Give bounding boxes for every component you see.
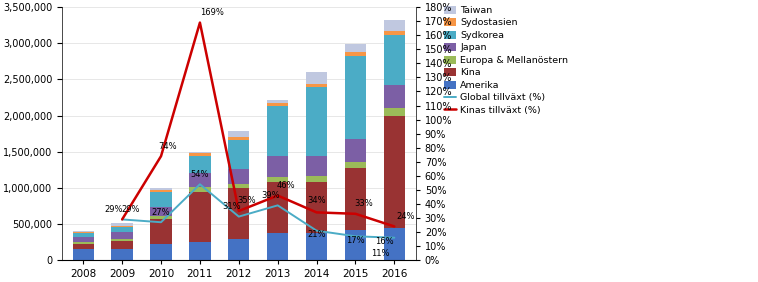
Bar (150, 216, 172, 219)
Bar (306, 233, 327, 260)
Bar (345, 230, 366, 260)
Bar (306, 156, 327, 176)
Bar (384, 85, 405, 108)
Bar (73, 249, 94, 260)
Bar (190, 191, 211, 242)
Text: 29%: 29% (105, 205, 123, 214)
Bar (345, 56, 366, 139)
Bar (190, 153, 211, 156)
Bar (384, 228, 405, 260)
Bar (73, 242, 94, 244)
Bar (190, 152, 211, 153)
Text: 33%: 33% (355, 199, 374, 208)
Bar (345, 168, 366, 230)
Bar (306, 87, 327, 156)
Bar (345, 52, 366, 56)
Bar (228, 137, 249, 140)
Text: 35%: 35% (237, 196, 256, 205)
Text: 29%: 29% (121, 205, 140, 214)
Bar (228, 184, 249, 188)
Bar (384, 108, 405, 116)
Text: 34%: 34% (307, 196, 326, 205)
Bar (384, 31, 405, 35)
Text: 17%: 17% (346, 236, 365, 245)
Bar (190, 242, 211, 260)
Text: 24%: 24% (396, 212, 415, 221)
Bar (73, 232, 94, 233)
Bar (306, 176, 327, 182)
Text: 31%: 31% (223, 202, 241, 211)
Bar (150, 219, 172, 244)
Bar (267, 182, 288, 233)
Bar (111, 227, 133, 232)
Bar (111, 249, 133, 260)
Bar (228, 131, 249, 137)
Bar (384, 116, 405, 228)
Bar (73, 244, 94, 249)
Text: 21%: 21% (307, 230, 326, 239)
Bar (384, 35, 405, 85)
Bar (345, 139, 366, 162)
Bar (306, 72, 327, 84)
Bar (267, 103, 288, 106)
Bar (73, 233, 94, 237)
Bar (111, 226, 133, 227)
Bar (267, 233, 288, 260)
Bar (345, 162, 366, 168)
Bar (150, 190, 172, 192)
Bar (267, 177, 288, 182)
Bar (111, 239, 133, 241)
Bar (345, 44, 366, 52)
Text: 74%: 74% (158, 142, 177, 151)
Bar (190, 173, 211, 187)
Bar (150, 192, 172, 207)
Bar (228, 140, 249, 169)
Bar (111, 223, 133, 226)
Bar (306, 84, 327, 87)
Bar (73, 237, 94, 242)
Bar (267, 106, 288, 157)
Bar (111, 241, 133, 249)
Text: 11%: 11% (371, 249, 390, 258)
Bar (384, 20, 405, 31)
Bar (150, 188, 172, 190)
Bar (150, 207, 172, 216)
Bar (228, 188, 249, 239)
Legend: Taiwan, Sydostasien, Sydkorea, Japan, Europa & Mellanöstern, Kina, Amerika, Glob: Taiwan, Sydostasien, Sydkorea, Japan, Eu… (440, 2, 572, 119)
Bar (150, 244, 172, 260)
Bar (73, 231, 94, 232)
Text: 27%: 27% (152, 208, 171, 217)
Bar (228, 239, 249, 260)
Bar (190, 156, 211, 173)
Bar (267, 157, 288, 177)
Text: 46%: 46% (276, 181, 295, 190)
Text: 54%: 54% (191, 170, 209, 179)
Text: 39%: 39% (262, 191, 280, 200)
Bar (306, 182, 327, 233)
Bar (267, 100, 288, 103)
Bar (190, 187, 211, 191)
Text: 169%: 169% (200, 8, 224, 17)
Bar (228, 169, 249, 184)
Bar (111, 232, 133, 239)
Text: 16%: 16% (375, 237, 394, 246)
